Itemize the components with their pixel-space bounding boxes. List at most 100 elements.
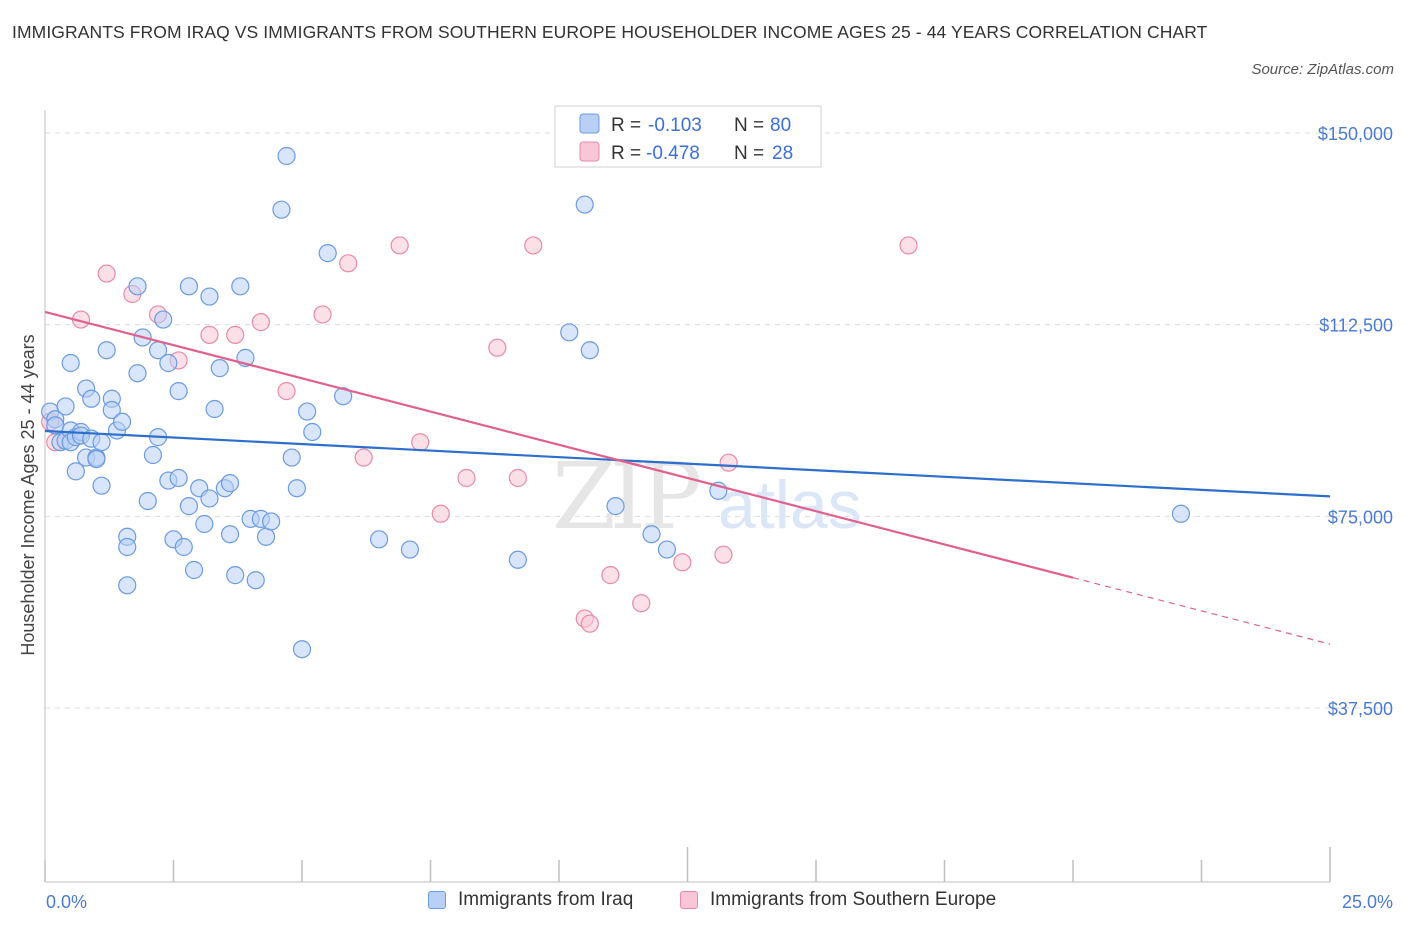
iraq-point bbox=[174, 537, 193, 557]
southern-europe-point bbox=[251, 313, 270, 332]
southern-europe-point bbox=[97, 264, 116, 283]
iraq-point bbox=[200, 489, 219, 508]
iraq-point bbox=[318, 244, 337, 263]
iraq-point bbox=[184, 560, 204, 580]
iraq-point bbox=[128, 277, 147, 296]
legend-swatch-southern-europe bbox=[579, 141, 600, 162]
legend-item-iraq: Immigrants from Iraq bbox=[428, 889, 633, 911]
southern-europe-point bbox=[411, 433, 430, 452]
x-tick-label-max: 25.0% bbox=[1342, 892, 1393, 912]
iraq-point bbox=[220, 525, 240, 544]
southern-europe-point bbox=[714, 545, 733, 564]
southern-europe-point bbox=[673, 553, 692, 572]
iraq-point bbox=[159, 353, 178, 373]
y-tick-label: $37,500 bbox=[1328, 699, 1393, 719]
y-tick-label: $150,000 bbox=[1318, 124, 1393, 144]
legend-r-value-southern-europe: -0.478 bbox=[646, 143, 700, 164]
legend-swatch-southern-europe-bottom bbox=[680, 891, 698, 909]
iraq-point bbox=[128, 364, 147, 383]
legend-label-southern-europe: Immigrants from Southern Europe bbox=[710, 889, 997, 910]
iraq-point bbox=[606, 497, 625, 516]
iraq-point bbox=[118, 537, 137, 557]
trend-lines bbox=[44, 310, 1331, 645]
iraq-point bbox=[200, 287, 219, 306]
iraq-point bbox=[560, 323, 579, 342]
iraq-point bbox=[102, 400, 121, 420]
iraq-point bbox=[112, 412, 132, 431]
top-legend: R = -0.103 N = 80 R = -0.478 N = 28 bbox=[554, 105, 822, 168]
southern-europe-point bbox=[601, 566, 620, 585]
legend-r-label-southern-europe: R = bbox=[611, 143, 641, 164]
southern-europe-point bbox=[457, 468, 476, 488]
trend-line-southern-europe-extension bbox=[1072, 577, 1331, 645]
southern-europe-point bbox=[339, 254, 358, 273]
iraq-point bbox=[92, 433, 111, 452]
legend-label-iraq: Immigrants from Iraq bbox=[458, 889, 634, 910]
iraq-point bbox=[220, 474, 240, 493]
source-label: Source: ZipAtlas.com bbox=[1251, 61, 1394, 78]
iraq-point bbox=[231, 277, 250, 296]
southern-europe-point bbox=[899, 236, 918, 255]
iraq-point bbox=[282, 448, 301, 467]
legend-n-value-iraq: 80 bbox=[770, 115, 791, 136]
trend-line-iraq bbox=[44, 429, 1331, 498]
iraq-point bbox=[87, 449, 106, 469]
legend-r-label-iraq: R = bbox=[611, 115, 641, 136]
x-tick-labels: 0.0% 25.0% bbox=[46, 892, 1393, 912]
y-tick-labels: $37,500 $75,000 $112,500 $150,000 bbox=[1318, 124, 1393, 719]
southern-europe-point bbox=[226, 325, 245, 344]
southern-europe-point bbox=[719, 453, 738, 472]
southern-europe-point bbox=[354, 448, 373, 467]
southern-europe-point bbox=[580, 614, 599, 633]
trend-line-southern-europe bbox=[44, 310, 1074, 579]
legend-n-value-southern-europe: 28 bbox=[772, 143, 793, 164]
iraq-point bbox=[370, 530, 389, 549]
y-axis-label: Householder Income Ages 25 - 44 years bbox=[18, 334, 38, 655]
iraq-point bbox=[334, 387, 353, 406]
iraq-point bbox=[138, 491, 157, 511]
iraq-point bbox=[226, 566, 245, 585]
iraq-point bbox=[298, 402, 317, 421]
iraq-point bbox=[169, 382, 188, 401]
iraq-point bbox=[657, 540, 677, 559]
legend-swatch-iraq-bottom bbox=[428, 891, 446, 909]
iraq-point bbox=[82, 389, 101, 408]
southern-europe-point bbox=[277, 382, 296, 401]
iraq-point bbox=[195, 514, 214, 534]
southern-europe-point bbox=[524, 236, 543, 255]
iraq-point bbox=[179, 277, 199, 296]
southern-europe-point bbox=[200, 325, 219, 344]
iraq-point bbox=[642, 525, 661, 544]
gridlines bbox=[45, 132, 1393, 709]
iraq-point bbox=[1171, 504, 1191, 523]
iraq-point bbox=[92, 476, 111, 495]
southern-europe-point bbox=[431, 504, 450, 523]
iraq-point bbox=[292, 640, 312, 659]
x-tick-label-min: 0.0% bbox=[46, 892, 87, 912]
iraq-point bbox=[210, 359, 229, 378]
iraq-point bbox=[66, 462, 85, 481]
data-points bbox=[41, 146, 1191, 659]
legend-item-southern-europe: Immigrants from Southern Europe bbox=[680, 889, 996, 911]
southern-europe-point bbox=[313, 305, 332, 324]
iraq-point bbox=[256, 527, 276, 546]
legend-n-label-iraq: N = bbox=[734, 115, 764, 136]
iraq-point bbox=[272, 200, 291, 219]
iraq-point bbox=[61, 353, 80, 373]
iraq-point bbox=[179, 497, 199, 516]
iraq-point bbox=[580, 341, 599, 360]
iraq-point bbox=[118, 576, 137, 595]
iraq-point bbox=[508, 550, 527, 569]
southern-europe-point bbox=[508, 468, 527, 488]
southern-europe-point bbox=[390, 236, 409, 255]
iraq-point bbox=[287, 479, 306, 498]
southern-europe-point bbox=[488, 338, 507, 357]
legend-swatch-iraq bbox=[579, 113, 600, 134]
iraq-point bbox=[400, 540, 420, 559]
iraq-point bbox=[154, 310, 173, 329]
iraq-point bbox=[277, 146, 296, 166]
iraq-point bbox=[575, 195, 594, 214]
chart-title: IMMIGRANTS FROM IRAQ VS IMMIGRANTS FROM … bbox=[12, 22, 1208, 42]
bottom-legend: Immigrants from Iraq Immigrants from Sou… bbox=[0, 889, 1406, 915]
